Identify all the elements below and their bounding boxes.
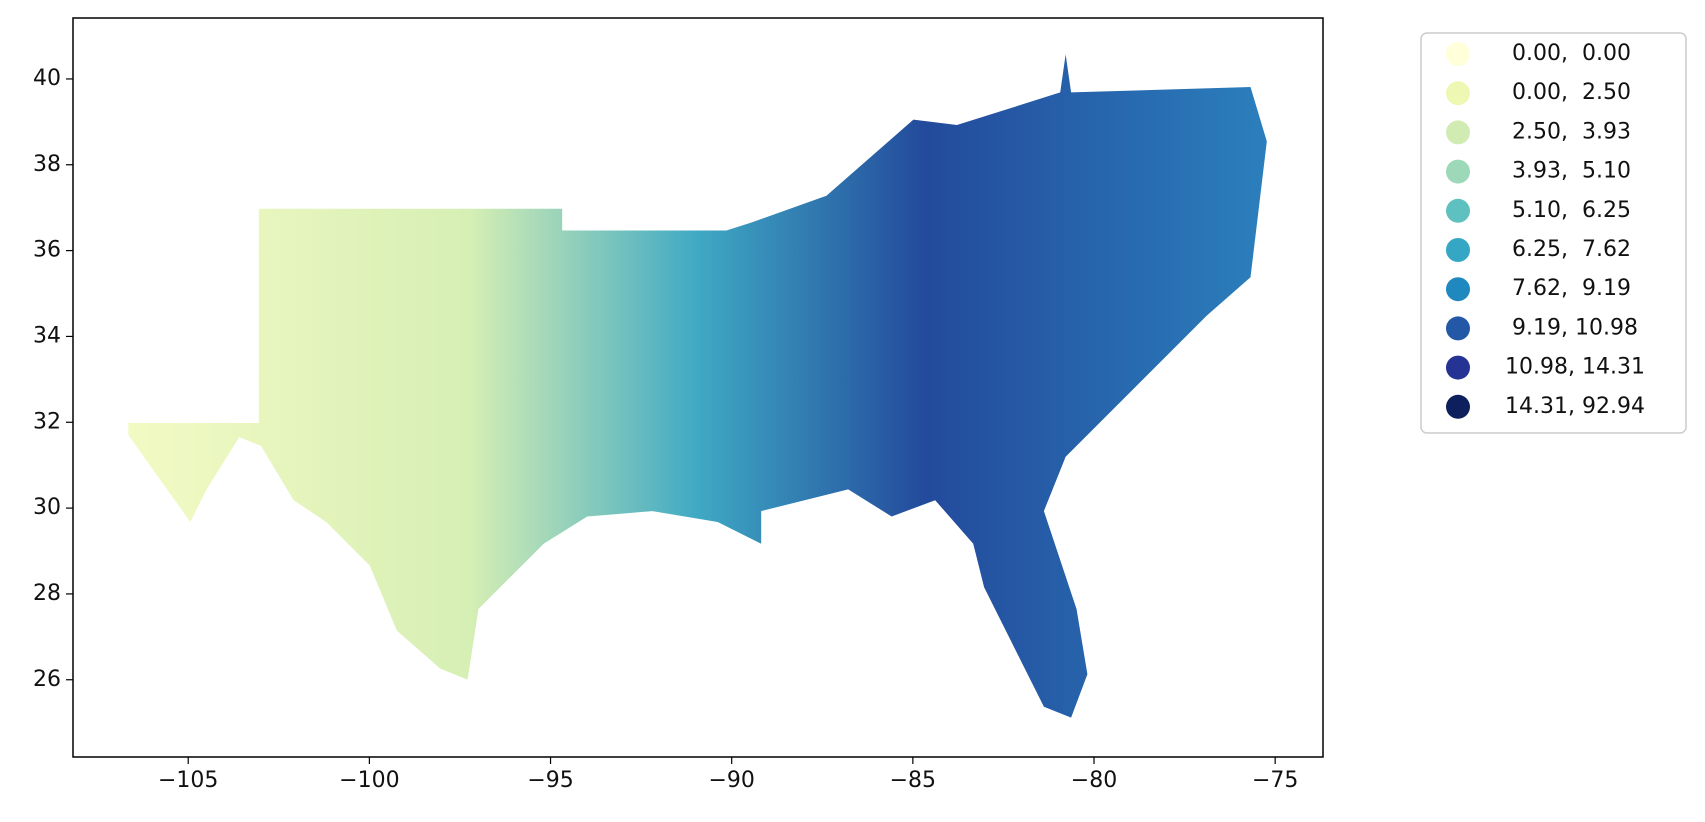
legend-marker — [1446, 277, 1470, 302]
plot-frame — [72, 17, 1324, 758]
x-tick-label: −105 — [158, 768, 218, 793]
x-tick-label: −100 — [339, 768, 399, 793]
legend-label: 2.50, 3.93 — [1505, 119, 1631, 144]
legend-label: 5.10, 6.25 — [1505, 198, 1631, 223]
y-tick-label: 34 — [33, 323, 61, 348]
x-tick-label: −75 — [1252, 768, 1298, 793]
legend-label: 14.31, 92.94 — [1505, 394, 1645, 419]
y-tick-label: 36 — [33, 238, 61, 263]
legend-label: 6.25, 7.62 — [1505, 237, 1631, 262]
legend-label: 9.19, 10.98 — [1505, 315, 1638, 340]
legend-marker — [1446, 159, 1470, 184]
legend-marker — [1446, 316, 1470, 341]
x-tick-label: −85 — [890, 768, 936, 793]
y-tick-label: 40 — [33, 66, 61, 91]
map-region — [128, 54, 1267, 718]
x-tick-label: −95 — [527, 768, 573, 793]
x-tick-label: −80 — [1071, 768, 1117, 793]
legend-label: 0.00, 2.50 — [1505, 80, 1631, 105]
legend-label: 3.93, 5.10 — [1505, 159, 1631, 184]
legend-label: 7.62, 9.19 — [1505, 276, 1631, 301]
legend-marker — [1446, 355, 1470, 380]
y-tick-label: 28 — [33, 581, 61, 606]
legend-marker — [1446, 120, 1470, 145]
y-tick-label: 30 — [33, 495, 61, 520]
legend-marker — [1446, 238, 1470, 262]
y-tick-label: 26 — [33, 667, 61, 692]
legend-marker — [1446, 42, 1470, 66]
legend-marker — [1446, 198, 1470, 223]
legend-label: 10.98, 14.31 — [1505, 355, 1645, 380]
x-tick-label: −90 — [708, 768, 754, 793]
y-tick-label: 32 — [33, 409, 61, 434]
y-tick-label: 38 — [33, 152, 61, 177]
legend-marker — [1446, 81, 1470, 106]
legend-box — [1420, 32, 1687, 434]
legend-marker — [1446, 394, 1470, 419]
region-outline — [128, 54, 1267, 718]
legend-label: 0.00, 0.00 — [1505, 41, 1631, 66]
